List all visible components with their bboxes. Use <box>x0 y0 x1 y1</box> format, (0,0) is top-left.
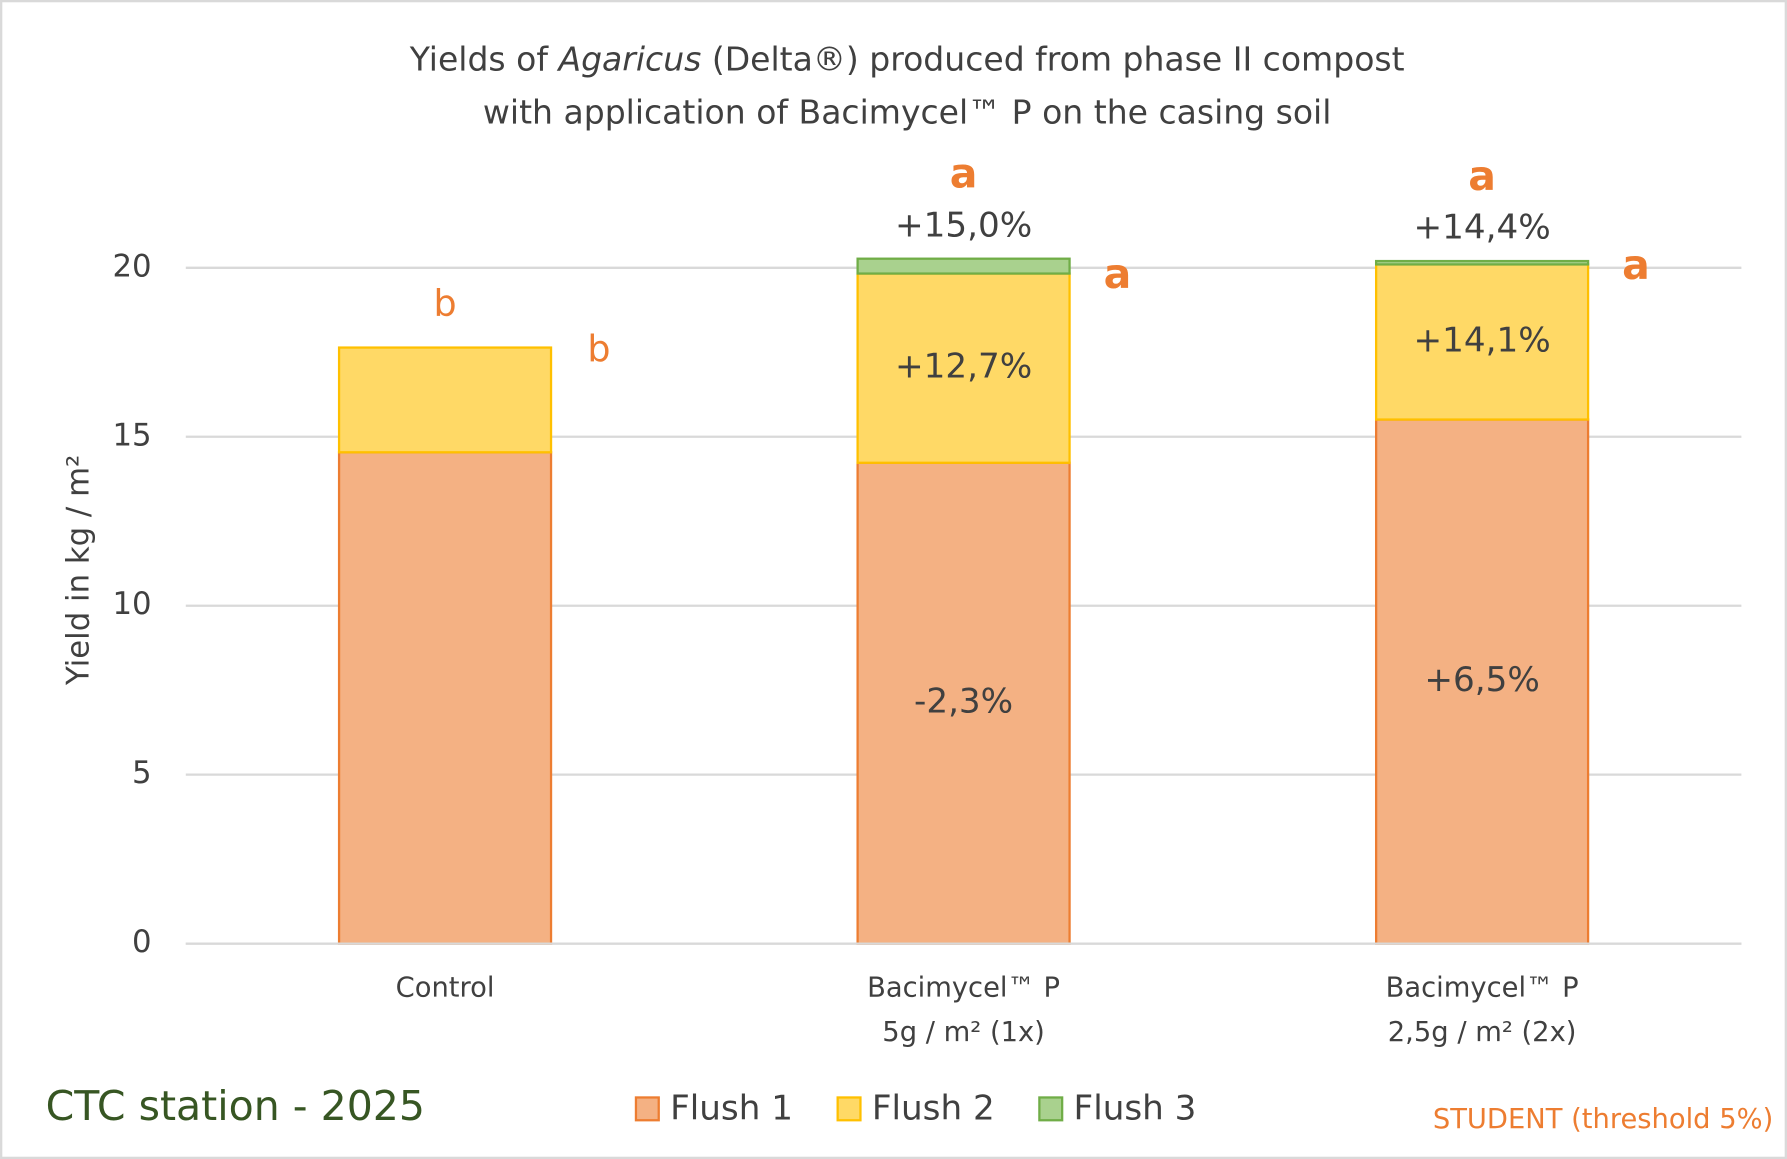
y-tick-label: 5 <box>132 755 152 791</box>
x-tick-label: 5g / m² (1x) <box>882 1017 1045 1048</box>
chart-title: with application of Bacimycel™ P on the … <box>483 92 1332 131</box>
significance-letter: a <box>1468 152 1496 200</box>
legend-label: Flush 1 <box>670 1088 793 1128</box>
segment-annotation: +12,7% <box>895 347 1032 387</box>
significance-letter: a <box>950 150 978 198</box>
legend-swatch <box>1038 1096 1064 1122</box>
title-part: Agaricus <box>556 39 701 78</box>
y-axis-title: Yield in kg / m² <box>60 455 96 686</box>
test-note: STUDENT (threshold 5%) <box>1433 1104 1773 1135</box>
y-tick-label: 15 <box>112 417 151 453</box>
x-tick-label: Bacimycel™ P <box>867 973 1060 1004</box>
bar-segment <box>1374 259 1590 266</box>
y-tick-label: 20 <box>112 248 151 284</box>
x-tick-label: 2,5g / m² (2x) <box>1388 1017 1577 1048</box>
significance-letter: a <box>1622 241 1650 289</box>
y-tick-label: 10 <box>112 586 151 622</box>
segment-annotation: +14,1% <box>1414 320 1551 360</box>
x-tick-label: Control <box>396 973 495 1004</box>
significance-letter: b <box>587 327 610 370</box>
segment-annotation: +6,5% <box>1424 660 1539 700</box>
segment-annotation: +15,0% <box>895 205 1032 245</box>
segment-annotation: +14,4% <box>1414 208 1551 248</box>
bar-segment <box>337 346 553 454</box>
legend-swatch <box>634 1096 660 1122</box>
y-tick-label: 0 <box>132 924 152 960</box>
significance-letter: a <box>1104 250 1132 298</box>
title-part: Yields of <box>409 39 559 78</box>
legend-swatch <box>836 1096 862 1122</box>
bar-segment <box>337 451 553 945</box>
legend-label: Flush 2 <box>872 1088 995 1128</box>
source-note: CTC station - 2025 <box>46 1082 425 1130</box>
bar-segment <box>856 257 1071 275</box>
title-part: (Delta®) produced from phase II compost <box>701 39 1404 78</box>
significance-letter: b <box>433 282 456 325</box>
chart-title: Yields of Agaricus (Delta®) produced fro… <box>409 39 1405 78</box>
segment-annotation: -2,3% <box>914 682 1013 722</box>
x-tick-label: Bacimycel™ P <box>1386 973 1579 1004</box>
legend-label: Flush 3 <box>1074 1088 1197 1128</box>
